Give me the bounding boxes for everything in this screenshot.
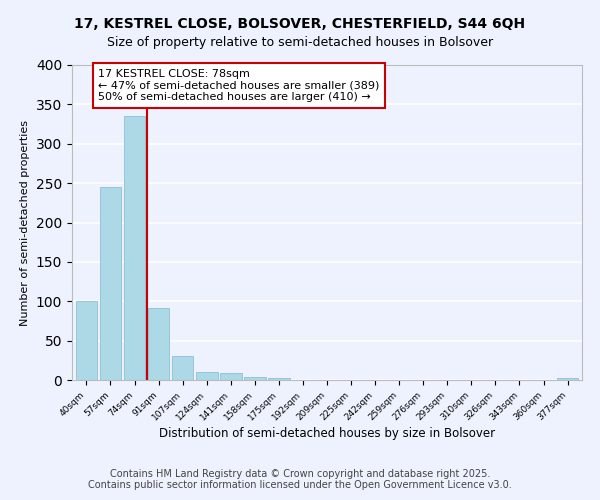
Bar [76, 301, 97, 380]
Y-axis label: Number of semi-detached properties: Number of semi-detached properties [20, 120, 31, 326]
Bar [124, 116, 145, 380]
Bar [244, 377, 266, 380]
Bar [172, 356, 193, 380]
Bar [100, 187, 121, 380]
Text: Contains HM Land Registry data © Crown copyright and database right 2025.: Contains HM Land Registry data © Crown c… [110, 469, 490, 479]
Text: Contains public sector information licensed under the Open Government Licence v3: Contains public sector information licen… [88, 480, 512, 490]
Bar [196, 372, 218, 380]
Bar [220, 373, 242, 380]
Bar [148, 308, 169, 380]
Bar [557, 378, 578, 380]
Text: 17 KESTREL CLOSE: 78sqm
← 47% of semi-detached houses are smaller (389)
50% of s: 17 KESTREL CLOSE: 78sqm ← 47% of semi-de… [98, 69, 380, 102]
Bar [268, 378, 290, 380]
Text: Size of property relative to semi-detached houses in Bolsover: Size of property relative to semi-detach… [107, 36, 493, 49]
Text: 17, KESTREL CLOSE, BOLSOVER, CHESTERFIELD, S44 6QH: 17, KESTREL CLOSE, BOLSOVER, CHESTERFIEL… [74, 18, 526, 32]
X-axis label: Distribution of semi-detached houses by size in Bolsover: Distribution of semi-detached houses by … [159, 428, 495, 440]
